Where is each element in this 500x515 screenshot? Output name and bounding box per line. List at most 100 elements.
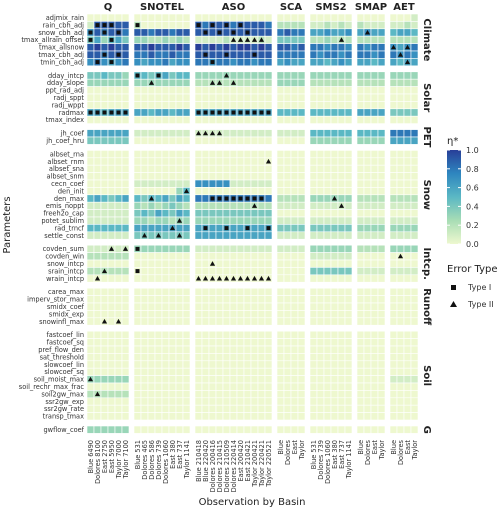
cell (330, 360, 339, 369)
cell (86, 157, 95, 166)
cell (276, 216, 285, 225)
cell (215, 136, 224, 145)
cell (389, 129, 398, 138)
cell (121, 172, 130, 181)
cell (403, 345, 412, 354)
type-i-marker (238, 196, 243, 201)
cell (100, 157, 109, 166)
cell (283, 115, 292, 124)
cell (229, 345, 238, 354)
cell (363, 187, 372, 196)
cell (140, 267, 149, 276)
cell (309, 115, 318, 124)
cell (161, 201, 170, 210)
cell (140, 274, 149, 283)
cell (182, 274, 191, 283)
cell (403, 101, 412, 110)
cell (140, 172, 149, 181)
cell (290, 425, 299, 434)
cell (222, 310, 231, 319)
cell (107, 224, 116, 233)
cell (276, 345, 285, 354)
cell (107, 330, 116, 339)
cell (264, 310, 273, 319)
cell (250, 209, 259, 218)
cell (182, 201, 191, 210)
cell (222, 28, 231, 37)
cell (182, 86, 191, 95)
cell (389, 201, 398, 210)
cell (168, 317, 177, 326)
cell (309, 93, 318, 102)
cell (121, 136, 130, 145)
cell (154, 244, 163, 253)
cell (201, 164, 210, 173)
row-group-label: Climate (421, 18, 432, 61)
cell (410, 345, 419, 354)
cell (121, 115, 130, 124)
cell (276, 412, 285, 421)
cell (182, 129, 191, 138)
cell (114, 86, 123, 95)
cell (323, 382, 332, 391)
cell (107, 157, 116, 166)
cell (356, 353, 365, 362)
cell (370, 302, 379, 311)
cell (344, 209, 353, 218)
column-label: Blue 531 (134, 440, 142, 469)
cell (222, 382, 231, 391)
cell (363, 164, 372, 173)
cell (107, 310, 116, 319)
cell (309, 353, 318, 362)
cell (356, 390, 365, 399)
cell (194, 390, 203, 399)
cell (344, 136, 353, 145)
cell (168, 172, 177, 181)
cell (356, 115, 365, 124)
cell (257, 244, 266, 253)
cell (236, 367, 245, 376)
cell (133, 425, 142, 434)
cell (175, 43, 184, 52)
type-i-marker (224, 23, 229, 28)
row-label: imperv_stor_max (27, 296, 84, 304)
cell (161, 101, 170, 110)
type-ii-marker (223, 275, 230, 281)
cell (154, 201, 163, 210)
cell (243, 150, 252, 159)
cell (93, 28, 102, 37)
column-label: Dolores 210509 (223, 440, 231, 492)
cell (168, 86, 177, 95)
type-ii-marker (155, 232, 162, 238)
column-label: Taylor 7100 (122, 440, 130, 479)
cell (114, 187, 123, 196)
cell (377, 150, 386, 159)
cell (201, 187, 210, 196)
cell (140, 259, 149, 268)
cell (257, 259, 266, 268)
cell (363, 345, 372, 354)
cell (140, 317, 149, 326)
cell (93, 13, 102, 22)
cell (147, 375, 156, 384)
cell (93, 150, 102, 159)
cell (236, 209, 245, 218)
cell (396, 21, 405, 30)
type-ii-marker (209, 275, 216, 281)
column-label: East (291, 440, 299, 455)
cell (175, 86, 184, 95)
cell (337, 28, 346, 37)
cell (215, 338, 224, 347)
cell (316, 231, 325, 240)
cell (175, 187, 184, 196)
cell (297, 194, 306, 203)
cell (330, 21, 339, 30)
cell (290, 187, 299, 196)
row-group-label: Intcp. (421, 247, 432, 280)
cell (297, 244, 306, 253)
cell (194, 58, 203, 67)
cell (100, 310, 109, 319)
cell (208, 317, 217, 326)
cell (114, 224, 123, 233)
cell (297, 382, 306, 391)
